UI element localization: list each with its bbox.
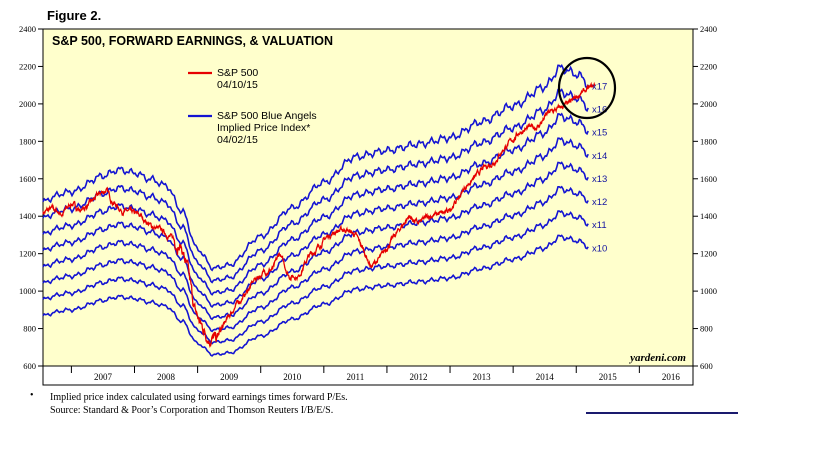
legend-label: S&P 500	[217, 67, 258, 79]
multiple-label-x10: x10	[592, 243, 607, 254]
highlight-circle	[557, 56, 617, 120]
y-tick-label-left: 1800	[19, 136, 36, 146]
watermark: yardeni.com	[628, 352, 686, 364]
y-tick-label-right: 1800	[700, 136, 717, 146]
x-tick-label: 2016	[662, 372, 681, 382]
legend-label: 04/10/15	[217, 79, 258, 91]
legend-label: Implied Price Index*	[217, 122, 310, 134]
tick-layer: 600 600 800 800 1000 1000 1200 1200 1400 1400 1600…	[19, 24, 717, 382]
x-tick-label: 2013	[473, 372, 492, 382]
y-tick-label-right: 2200	[700, 61, 717, 71]
multiple-label-x17: x17	[592, 82, 607, 93]
footnote-source: Source: Standard & Poor’s Corporation an…	[50, 405, 334, 416]
y-tick-label-right: 1000	[700, 286, 717, 296]
x-tick-label: 2011	[347, 372, 365, 382]
blue-angel-line-x16	[42, 88, 589, 284]
y-tick-label-right: 800	[700, 324, 713, 334]
multiple-label-x11: x11	[592, 220, 607, 231]
blue-angel-line-x11	[42, 209, 589, 345]
multiple-label-x13: x13	[592, 174, 607, 185]
legend-label: S&P 500 Blue Angels	[217, 110, 317, 122]
x-tick-label: 2012	[409, 372, 427, 382]
y-tick-label-right: 2400	[700, 24, 717, 34]
figure-label: Figure 2.	[47, 8, 102, 23]
y-tick-label-right: 1600	[700, 174, 717, 184]
multiple-label-x16: x16	[592, 105, 607, 116]
blue-angel-line-x10	[42, 234, 589, 357]
y-tick-label-right: 2000	[700, 99, 717, 109]
x-tick-label: 2014	[536, 372, 555, 382]
footnote-bullet: •	[30, 390, 34, 401]
blue-angel-line-x14	[42, 136, 589, 309]
y-tick-label-left: 600	[23, 361, 36, 371]
y-tick-label-right: 600	[700, 361, 713, 371]
y-tick-label-left: 800	[23, 324, 36, 334]
multiple-label-x12: x12	[592, 197, 607, 208]
blue-angel-line-x12	[42, 185, 589, 333]
blue-angel-line-x17	[42, 63, 589, 272]
y-tick-label-right: 1400	[700, 211, 717, 221]
multiple-label-x15: x15	[592, 128, 607, 139]
y-tick-label-left: 1200	[19, 249, 36, 259]
x-tick-label: 2007	[94, 372, 113, 382]
footer-rule	[586, 412, 738, 414]
y-tick-label-left: 1400	[19, 211, 36, 221]
y-tick-label-left: 1600	[19, 174, 36, 184]
series-layer	[42, 63, 596, 357]
legend-label: 04/02/15	[217, 134, 258, 146]
sp500-line	[42, 81, 596, 349]
chart-title: S&P 500, FORWARD EARNINGS, & VALUATION	[52, 34, 333, 48]
y-tick-label-left: 1000	[19, 286, 36, 296]
x-tick-label: 2008	[157, 372, 176, 382]
x-tick-label: 2015	[599, 372, 618, 382]
y-tick-label-left: 2000	[19, 99, 36, 109]
x-tick-label: 2009	[220, 372, 239, 382]
y-tick-label-right: 1200	[700, 249, 717, 259]
x-tick-label: 2010	[283, 372, 302, 382]
x-axis-band	[42, 365, 694, 386]
y-tick-label-left: 2200	[19, 61, 36, 71]
y-tick-label-left: 2400	[19, 24, 36, 34]
multiple-label-x14: x14	[592, 151, 607, 162]
footnote-implied-price: Implied price index calculated using for…	[50, 392, 348, 403]
